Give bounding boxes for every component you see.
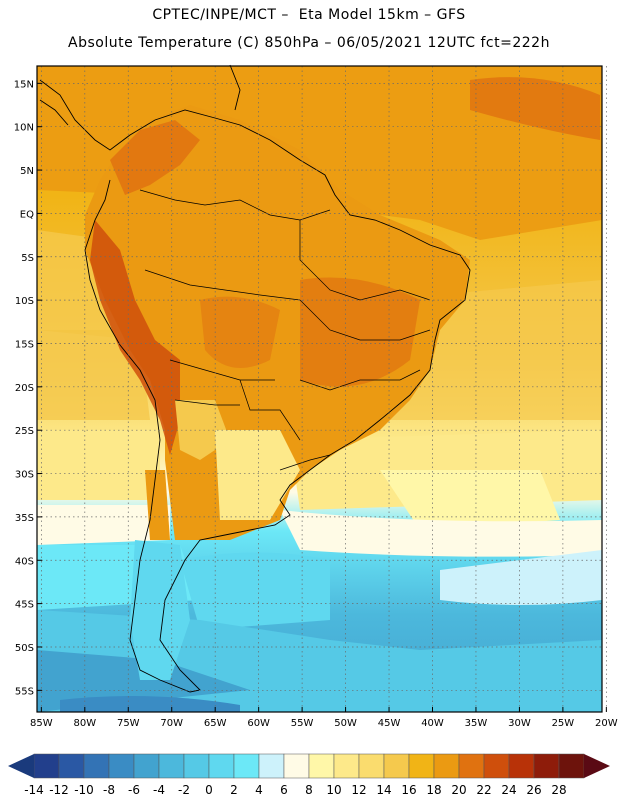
colorbar-swatch <box>558 753 585 779</box>
title-line-2: Absolute Temperature (C) 850hPa – 06/05/… <box>68 35 550 51</box>
lat-tick-label: 15N <box>14 79 34 90</box>
colorbar-label: -14 <box>24 783 44 797</box>
colorbar-label: -8 <box>103 783 115 797</box>
title-line-1: CPTEC/INPE/MCT – Eta Model 15km – GFS <box>152 7 466 23</box>
lat-tick-label: 30S <box>15 470 34 481</box>
country-borders <box>139 189 431 471</box>
colorbar-label: -6 <box>128 783 140 797</box>
colorbar-label: 10 <box>326 783 341 797</box>
map-field <box>37 66 602 712</box>
colorbar-label: 4 <box>255 783 263 797</box>
lat-tick-label: 5S <box>21 253 34 264</box>
colorbar-label: 26 <box>526 783 541 797</box>
colorbar-label: 16 <box>401 783 416 797</box>
colorbar-swatch <box>258 753 285 779</box>
colorbar-label: -4 <box>153 783 165 797</box>
colorbar-swatch <box>508 753 535 779</box>
lon-tick-label: 40W <box>421 718 444 729</box>
map-frame <box>36 65 603 713</box>
colorbar-low-arrow <box>8 754 34 778</box>
colorbar-swatch <box>133 753 160 779</box>
lon-tick-label: 35W <box>465 718 488 729</box>
colorbar-label: 28 <box>551 783 566 797</box>
colorbar-high-arrow <box>584 754 610 778</box>
colorbar-swatch <box>308 753 335 779</box>
lat-tick-label: 55S <box>15 686 34 697</box>
colorbar-swatches <box>33 753 585 779</box>
colorbar-swatch <box>158 753 185 779</box>
colorbar-swatch <box>233 753 260 779</box>
lat-tick-label: 40S <box>15 556 34 567</box>
colorbar-swatch <box>108 753 135 779</box>
colorbar-labels: -14 -12 -10 -8 -6 -4 -2 0 2 4 6 8 10 12 14 16 18 20 22 24 26… <box>24 783 566 797</box>
lon-tick-label: 30W <box>508 718 531 729</box>
colorbar-swatch <box>458 753 485 779</box>
colorbar-label: 0 <box>205 783 213 797</box>
colorbar-label: 18 <box>426 783 441 797</box>
colorbar-label: -2 <box>178 783 190 797</box>
colorbar-label: 8 <box>305 783 313 797</box>
colorbar-label: 14 <box>376 783 391 797</box>
colorbar-label: -10 <box>74 783 94 797</box>
colorbar-label: 20 <box>451 783 466 797</box>
lon-tick-label: 50W <box>334 718 357 729</box>
colorbar-swatch <box>83 753 110 779</box>
lat-tick-label: 45S <box>15 600 34 611</box>
lat-tick-label: 25S <box>15 426 34 437</box>
lon-tick-label: 80W <box>73 718 96 729</box>
lon-tick-label: 20W <box>595 718 618 729</box>
colorbar-swatch <box>333 753 360 779</box>
lon-tick-label: 75W <box>117 718 140 729</box>
colorbar-swatch <box>433 753 460 779</box>
lon-tick-label: 85W <box>30 718 53 729</box>
lon-tick-label: 55W <box>291 718 314 729</box>
colorbar-swatch <box>33 753 60 779</box>
colorbar-swatch <box>183 753 210 779</box>
lat-tick-label: 20S <box>15 383 34 394</box>
colorbar-swatch <box>383 753 410 779</box>
latitude-ticks: 15N 10N 5N EQ 5S 10S 15S 20S 25S 30S 35S 40S 45S 50S 5… <box>14 79 42 697</box>
colorbar-swatch <box>533 753 560 779</box>
colorbar-swatch <box>208 753 235 779</box>
lon-tick-label: 70W <box>160 718 183 729</box>
colorbar-label: 2 <box>230 783 238 797</box>
colorbar-label: 22 <box>476 783 491 797</box>
lon-tick-label: 60W <box>247 718 270 729</box>
colorbar: -14 -12 -10 -8 -6 -4 -2 0 2 4 6 8 10 12 14 16 18 20 22 24 26… <box>8 753 610 797</box>
lat-tick-label: 10S <box>15 296 34 307</box>
colorbar-label: -12 <box>49 783 69 797</box>
lat-tick-label: 50S <box>15 643 34 654</box>
longitude-ticks: 85W 80W 75W 70W 65W 60W 55W 50W 45W 40W 35W 30W 25W 2… <box>30 707 618 729</box>
colorbar-label: 24 <box>501 783 516 797</box>
lat-tick-label: 5N <box>20 166 34 177</box>
temperature-map: 15N 10N 5N EQ 5S 10S 15S 20S 25S 30S 35S 40S 45S 50S 5… <box>14 64 618 729</box>
lat-tick-label: EQ <box>20 209 34 220</box>
colorbar-swatch <box>358 753 385 779</box>
coastline <box>39 64 471 693</box>
lat-tick-label: 15S <box>15 339 34 350</box>
lon-tick-label: 25W <box>552 718 575 729</box>
lat-tick-label: 35S <box>15 513 34 524</box>
colorbar-swatch <box>483 753 510 779</box>
colorbar-label: 12 <box>351 783 366 797</box>
lon-tick-label: 45W <box>378 718 401 729</box>
lon-tick-label: 65W <box>204 718 227 729</box>
colorbar-label: 6 <box>280 783 288 797</box>
colorbar-swatch <box>58 753 85 779</box>
lat-tick-label: 10N <box>14 123 34 134</box>
colorbar-swatch <box>283 753 310 779</box>
colorbar-swatch <box>408 753 435 779</box>
